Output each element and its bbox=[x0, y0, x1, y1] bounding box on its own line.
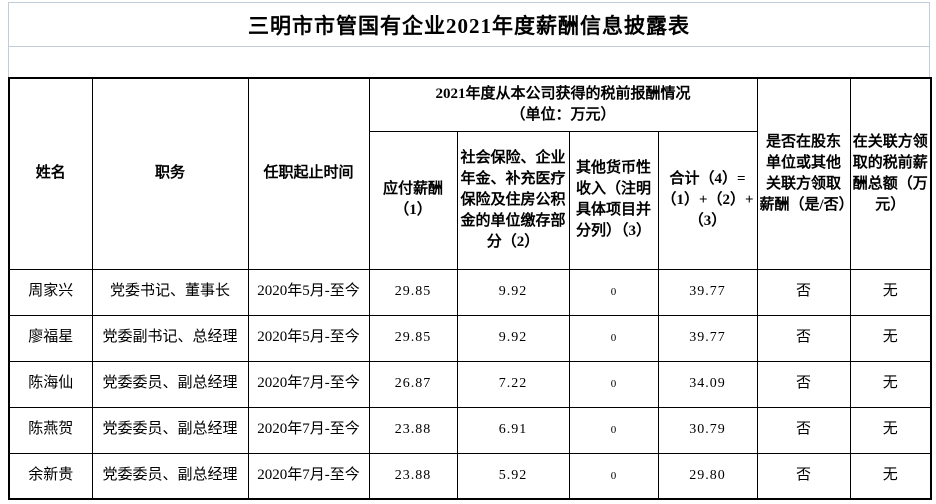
column-header-name: 姓名 bbox=[8, 77, 93, 270]
column-header-total: 合计（4）=（1）+（2）+（3） bbox=[657, 130, 758, 270]
cell-term: 2020年7月-至今 bbox=[247, 452, 370, 500]
cell-total: 39.77 bbox=[657, 314, 758, 362]
cell-position: 党委书记、董事长 bbox=[91, 268, 249, 316]
salary-disclosure-table: 姓名 职务 任职起止时间 2021年度从本公司获得的税前报酬情况 （单位：万元）… bbox=[8, 77, 933, 500]
column-header-position: 职务 bbox=[91, 77, 249, 270]
cell-other-income: 0 bbox=[568, 452, 659, 500]
column-header-related-party-flag: 是否在股东单位或其他关联方领取 薪酬（是/否） bbox=[756, 77, 851, 270]
cell-name: 余新贵 bbox=[8, 452, 93, 500]
column-header-other-income: 其他货币性收入（注明具体项目并分列）（3） bbox=[568, 130, 659, 270]
cell-related-party-flag: 否 bbox=[756, 314, 851, 362]
cell-other-income: 0 bbox=[568, 314, 659, 362]
cell-related-party-flag: 否 bbox=[756, 360, 851, 408]
cell-related-party-flag: 否 bbox=[756, 452, 851, 500]
column-header-payable: 应付薪酬（1） bbox=[368, 130, 458, 270]
column-group-header-pretax-pay: 2021年度从本公司获得的税前报酬情况 （单位：万元） bbox=[368, 77, 758, 132]
cell-social-insurance: 5.92 bbox=[456, 452, 570, 500]
title-area: 三明市市管国有企业2021年度薪酬信息披露表 bbox=[8, 2, 930, 77]
cell-related-party-flag: 否 bbox=[756, 406, 851, 454]
column-header-related-party-amount: 在关联方领取的税前薪酬总额（万元） bbox=[849, 77, 932, 270]
cell-related-party-amount: 无 bbox=[849, 360, 932, 408]
table-row: 陈燕贺 党委委员、副总经理 2020年7月-至今 23.88 6.91 0 30… bbox=[8, 406, 932, 454]
cell-total: 30.79 bbox=[657, 406, 758, 454]
page-title: 三明市市管国有企业2021年度薪酬信息披露表 bbox=[248, 13, 690, 38]
cell-position: 党委委员、副总经理 bbox=[91, 360, 249, 408]
table-row: 陈海仙 党委委员、副总经理 2020年7月-至今 26.87 7.22 0 34… bbox=[8, 360, 932, 408]
cell-social-insurance: 9.92 bbox=[456, 314, 570, 362]
cell-total: 34.09 bbox=[657, 360, 758, 408]
title-spacer bbox=[9, 47, 929, 77]
cell-term: 2020年7月-至今 bbox=[247, 406, 370, 454]
cell-social-insurance: 7.22 bbox=[456, 360, 570, 408]
cell-position: 党委委员、副总经理 bbox=[91, 452, 249, 500]
cell-payable: 26.87 bbox=[368, 360, 458, 408]
cell-related-party-amount: 无 bbox=[849, 452, 932, 500]
cell-payable: 23.88 bbox=[368, 406, 458, 454]
cell-payable: 29.85 bbox=[368, 314, 458, 362]
cell-other-income: 0 bbox=[568, 406, 659, 454]
cell-related-party-flag: 否 bbox=[756, 268, 851, 316]
cell-payable: 23.88 bbox=[368, 452, 458, 500]
header-row-group: 姓名 职务 任职起止时间 2021年度从本公司获得的税前报酬情况 （单位：万元）… bbox=[8, 77, 932, 270]
column-header-term: 任职起止时间 bbox=[247, 77, 370, 270]
table-row: 廖福星 党委副书记、总经理 2020年5月-至今 29.85 9.92 0 39… bbox=[8, 314, 932, 362]
cell-name: 廖福星 bbox=[8, 314, 93, 362]
table-row: 余新贵 党委委员、副总经理 2020年7月-至今 23.88 5.92 0 29… bbox=[8, 452, 932, 500]
cell-social-insurance: 9.92 bbox=[456, 268, 570, 316]
cell-term: 2020年7月-至今 bbox=[247, 360, 370, 408]
cell-related-party-amount: 无 bbox=[849, 268, 932, 316]
table-row: 周家兴 党委书记、董事长 2020年5月-至今 29.85 9.92 0 39.… bbox=[8, 268, 932, 316]
cell-social-insurance: 6.91 bbox=[456, 406, 570, 454]
cell-term: 2020年5月-至今 bbox=[247, 314, 370, 362]
cell-name: 周家兴 bbox=[8, 268, 93, 316]
cell-term: 2020年5月-至今 bbox=[247, 268, 370, 316]
cell-position: 党委委员、副总经理 bbox=[91, 406, 249, 454]
cell-name: 陈燕贺 bbox=[8, 406, 93, 454]
title-row: 三明市市管国有企业2021年度薪酬信息披露表 bbox=[9, 3, 929, 47]
cell-related-party-amount: 无 bbox=[849, 406, 932, 454]
cell-total: 29.80 bbox=[657, 452, 758, 500]
cell-payable: 29.85 bbox=[368, 268, 458, 316]
column-header-social-insurance: 社会保险、企业年金、补充医疗保险及住房公积金的单位缴存部分（2） bbox=[456, 130, 570, 270]
cell-total: 39.77 bbox=[657, 268, 758, 316]
cell-position: 党委副书记、总经理 bbox=[91, 314, 249, 362]
cell-other-income: 0 bbox=[568, 268, 659, 316]
cell-related-party-amount: 无 bbox=[849, 314, 932, 362]
cell-name: 陈海仙 bbox=[8, 360, 93, 408]
cell-other-income: 0 bbox=[568, 360, 659, 408]
header-row-sub: 应付薪酬（1） 社会保险、企业年金、补充医疗保险及住房公积金的单位缴存部分（2）… bbox=[9, 130, 931, 270]
